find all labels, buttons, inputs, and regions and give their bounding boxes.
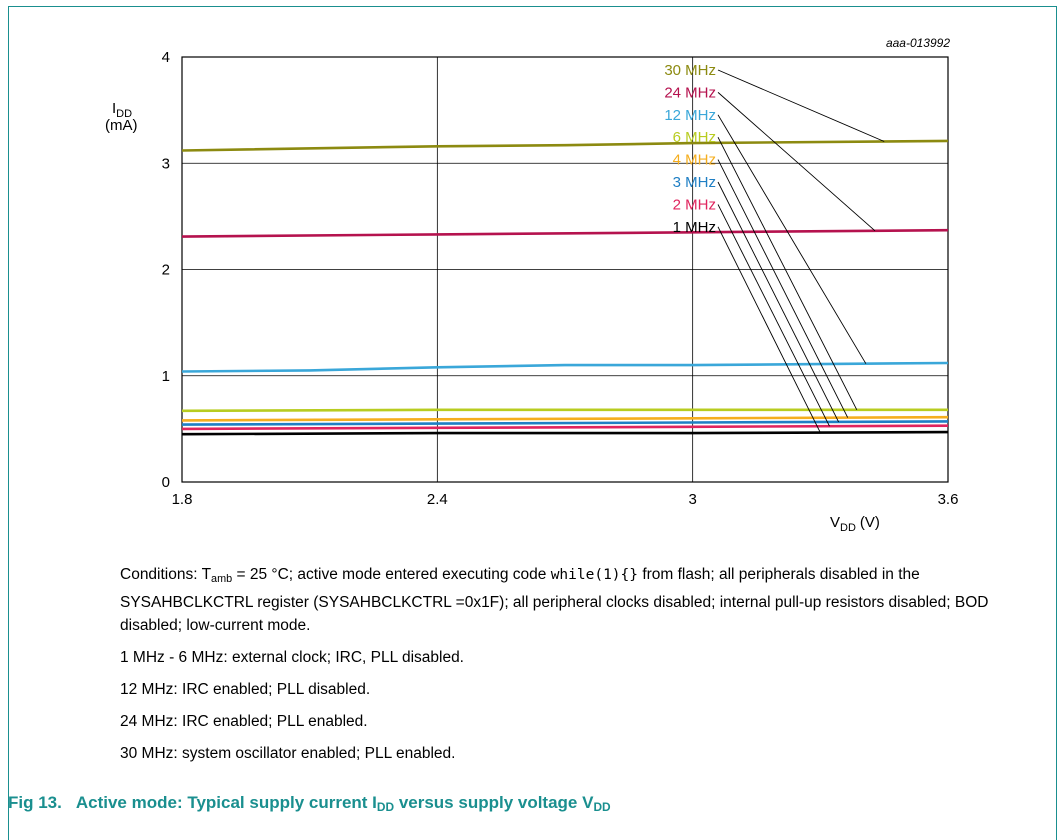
legend-leader-line	[717, 204, 830, 427]
figure-frame	[8, 6, 1057, 840]
legend-entry: 2 MHz	[673, 196, 716, 213]
y-tick-label: 1	[162, 368, 170, 385]
y-axis-label: IDD	[112, 100, 132, 120]
x-tick-label: 3	[688, 491, 696, 508]
series-line	[181, 430, 949, 436]
legend-entry: 6 MHz	[673, 129, 716, 146]
x-axis-label: VDD (V)	[830, 514, 880, 534]
legend: 30 MHz 24 MHz 12 MHz 6 MHz 4 MHz 3 MHz 2 MHz 1 …	[664, 62, 716, 236]
y-tick-label: 0	[162, 474, 170, 491]
legend-leader-line	[717, 136, 858, 411]
series-lines	[181, 139, 949, 436]
note-line: 30 MHz: system oscillator enabled; PLL e…	[120, 745, 456, 762]
series-line	[181, 228, 949, 238]
conditions-text: Conditions: Tamb = 25 °C; active mode en…	[120, 566, 989, 634]
legend-leader-line	[717, 69, 885, 142]
x-tick-label: 1.8	[172, 491, 193, 508]
series-line	[181, 139, 949, 152]
legend-leader-line	[717, 114, 867, 364]
y-tick-label: 3	[162, 155, 170, 172]
plot-area	[181, 56, 949, 483]
legend-entry: 4 MHz	[673, 152, 716, 169]
legend-leader-line	[717, 92, 876, 232]
x-tick-label: 3.6	[938, 491, 959, 508]
series-line	[181, 415, 949, 422]
note-line: 12 MHz: IRC enabled; PLL disabled.	[120, 681, 371, 698]
legend-entry: 30 MHz	[664, 62, 716, 79]
legend-leader-line	[717, 226, 821, 433]
legend-entry: 24 MHz	[664, 84, 716, 101]
legend-entry: 3 MHz	[673, 174, 716, 191]
series-line	[181, 408, 948, 413]
figure-id-label: aaa-013992	[886, 36, 950, 50]
legend-entry: 1 MHz	[673, 219, 716, 236]
legend-leader-line	[717, 181, 840, 423]
y-tick-label: 2	[162, 262, 170, 279]
legend-entry: 12 MHz	[664, 107, 716, 124]
y-tick-label: 4	[162, 49, 170, 66]
series-line	[181, 424, 949, 431]
series-line	[181, 361, 949, 373]
tick-labels: 0 1 2 3 4 1.8 2.4 3 3.6	[162, 49, 959, 508]
x-tick-label: 2.4	[427, 491, 448, 508]
series-line	[181, 420, 949, 426]
figure-notes: Conditions: Tamb = 25 °C; active mode en…	[120, 563, 1040, 774]
line-chart: 0 1 2 3 4 1.8 2.4 3 3.6 30 MHz 24 MHz 12 MHz 6 MHz 4…	[105, 36, 959, 534]
note-line: 24 MHz: IRC enabled; PLL enabled.	[120, 713, 368, 730]
grid	[182, 57, 948, 482]
note-line: 1 MHz - 6 MHz: external clock; IRC, PLL …	[120, 649, 464, 666]
y-axis-unit: (mA)	[105, 117, 138, 134]
figure-caption: Fig 13. Active mode: Typical supply curre…	[8, 793, 611, 814]
legend-leader-line	[717, 159, 849, 418]
legend-leader-lines	[717, 69, 885, 433]
